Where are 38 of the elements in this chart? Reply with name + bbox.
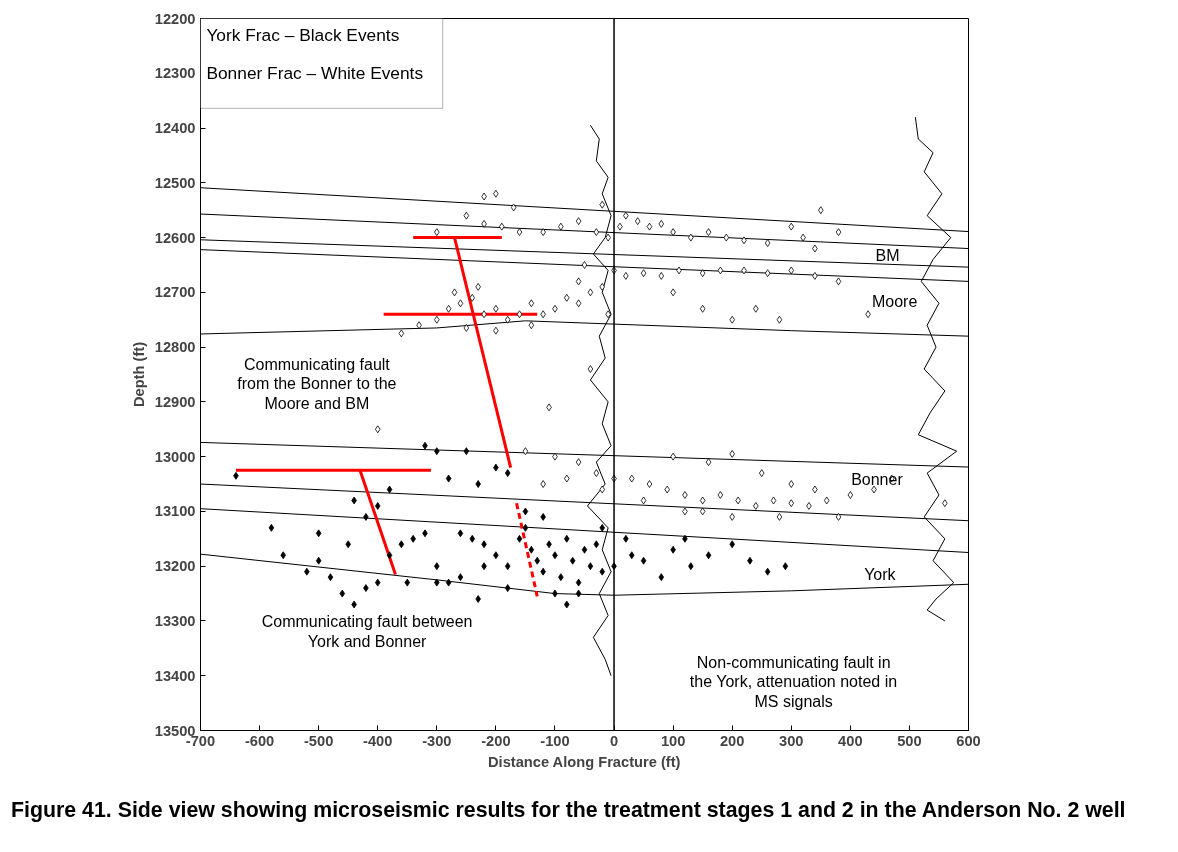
y-tick-label: 13400 bbox=[154, 667, 196, 684]
x-tick-label: -200 bbox=[481, 732, 511, 749]
x-tick-label: -100 bbox=[540, 732, 570, 749]
x-tick-label: 400 bbox=[838, 732, 863, 749]
x-tick-label: -300 bbox=[422, 732, 452, 749]
x-tick-label: 100 bbox=[660, 732, 686, 749]
y-tick-label: 12900 bbox=[154, 393, 196, 410]
y-axis-title: Depth (ft) bbox=[130, 341, 147, 408]
x-tick-label: 500 bbox=[897, 732, 922, 749]
y-tick-label: 12700 bbox=[154, 284, 196, 301]
annotation: Communicating fault between York and Bonner bbox=[261, 613, 473, 650]
y-tick-label: 13300 bbox=[154, 612, 196, 629]
annotation: York Frac – Black Events bbox=[206, 24, 400, 45]
y-tick-label: 12600 bbox=[154, 229, 196, 246]
text: Figure 41. Side view showing microseismic results for the treatment stages 1 and 2 in the Anderson No. 2 well bbox=[11, 797, 1126, 824]
annotation: Bonner Frac – White Events bbox=[206, 63, 424, 84]
x-tick-label: 600 bbox=[956, 732, 981, 749]
y-tick-label: 12300 bbox=[154, 65, 196, 82]
annotation: BM bbox=[875, 246, 900, 264]
annotation: York bbox=[864, 565, 897, 583]
x-tick-label: -600 bbox=[244, 732, 275, 749]
y-tick-label: 13100 bbox=[154, 503, 196, 520]
y-tick-label: 12800 bbox=[154, 339, 196, 356]
annotation: Communicating fault from the Bonner to the Moore and BM bbox=[237, 355, 397, 412]
annotation: Moore bbox=[871, 293, 918, 311]
x-axis-title: Distance Along Fracture (ft) bbox=[488, 753, 681, 770]
annotation: Non-communicating fault in the York, attenuation noted in MS signals bbox=[689, 653, 898, 710]
y-tick-label: 12500 bbox=[154, 174, 196, 191]
x-tick-label: 200 bbox=[719, 732, 745, 749]
x-tick-label: -500 bbox=[303, 732, 334, 749]
y-tick-label: 13000 bbox=[154, 448, 196, 465]
x-tick-label: 300 bbox=[779, 732, 804, 749]
y-tick-label: 13200 bbox=[154, 558, 196, 575]
y-tick-label: 12400 bbox=[154, 120, 196, 137]
annotation: Bonner bbox=[851, 470, 904, 488]
x-tick-label: -400 bbox=[363, 732, 393, 749]
x-tick-label: 0 bbox=[609, 732, 619, 749]
y-tick-label: 12200 bbox=[154, 10, 196, 27]
